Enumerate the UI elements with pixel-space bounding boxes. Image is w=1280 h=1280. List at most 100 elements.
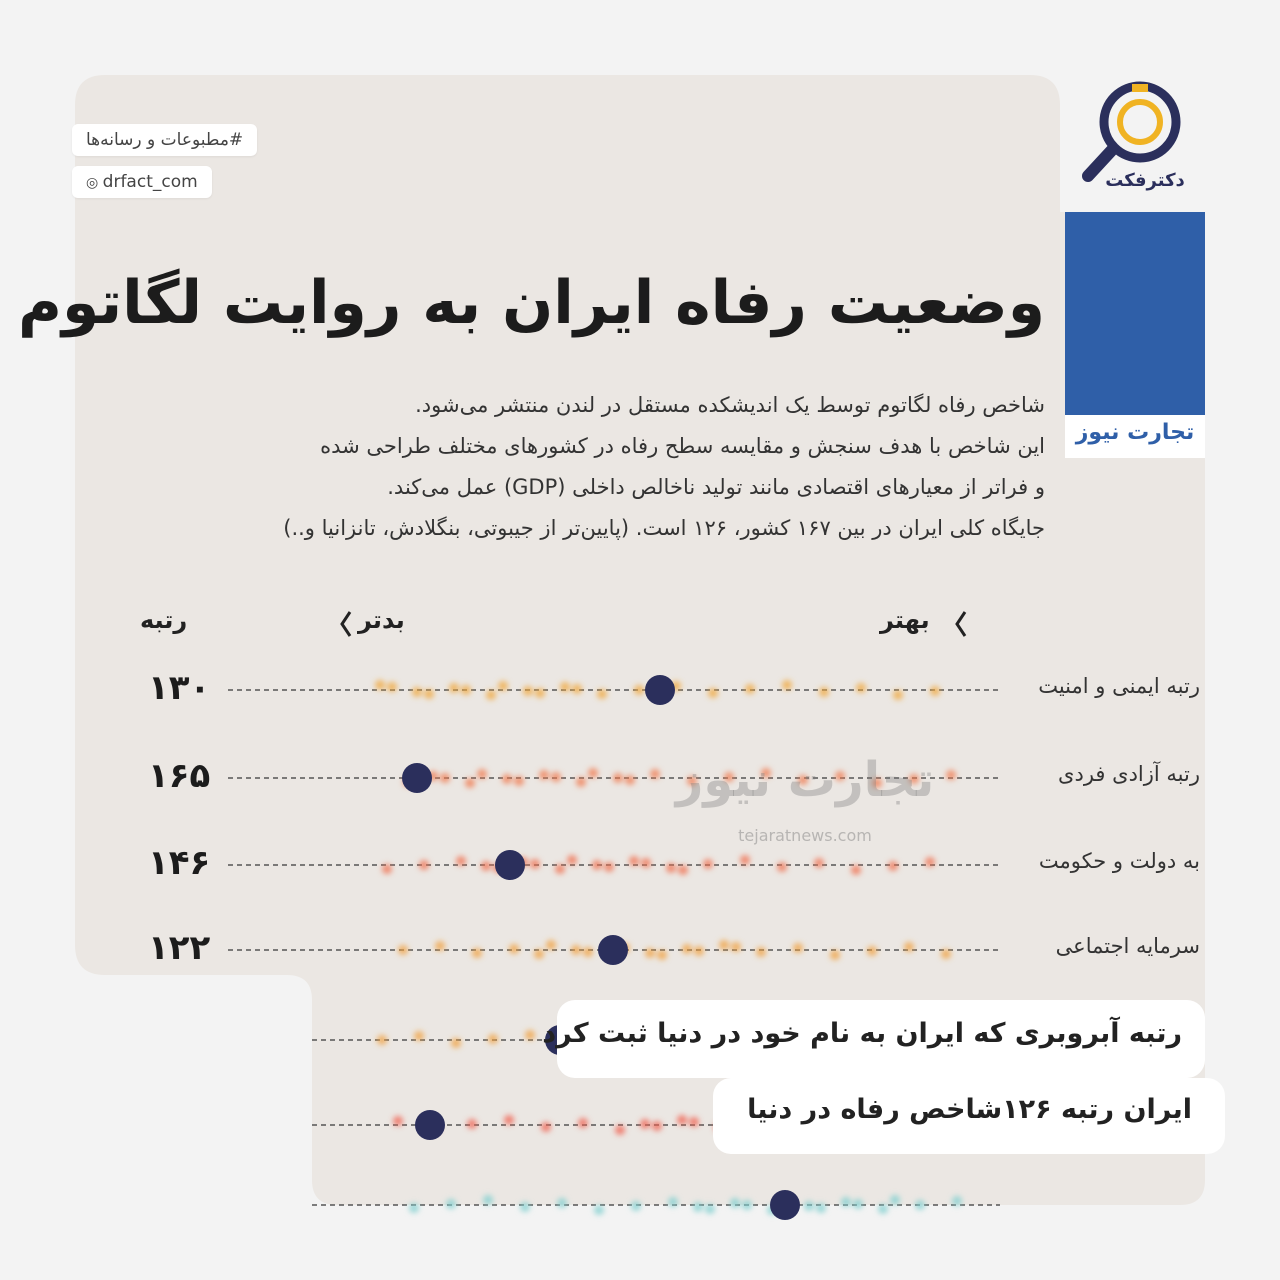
row-rank: ۱۲۲ [148, 928, 211, 968]
watermark-name: تجارت نیوز [675, 752, 935, 808]
blurred-dot [730, 1198, 740, 1208]
blurred-dot [571, 945, 581, 955]
blurred-dot [777, 862, 787, 872]
blurred-dot [872, 778, 882, 788]
blurred-dot [677, 1115, 687, 1125]
blurred-dot [523, 686, 533, 696]
blurred-dot [576, 777, 586, 787]
blurred-dot [393, 1116, 403, 1126]
row-rank: ۱۳۰ [148, 668, 211, 708]
blurred-dot [472, 948, 482, 958]
row-label: به دولت و حکومت [1038, 849, 1200, 873]
blurred-dot [793, 943, 803, 953]
blurred-dot [761, 768, 771, 778]
blurred-dot [694, 946, 704, 956]
title: وضعیت رفاه ایران به روایت لگاتوم [17, 268, 1045, 338]
blurred-dot [756, 947, 766, 957]
caption-line-1: رتبه آبروبری که ایران به نام خود در دنیا… [542, 1018, 1182, 1049]
blurred-dot [641, 858, 651, 868]
handle-text: drfact_com [102, 172, 198, 192]
blurred-dot [461, 685, 471, 695]
blurred-dot [583, 947, 593, 957]
worse-chevron [340, 611, 352, 637]
blurred-dot [930, 686, 940, 696]
blurred-dot [435, 941, 445, 951]
blurred-dot [588, 768, 598, 778]
blurred-dot [535, 688, 545, 698]
row-label: سرمایه اجتماعی [1055, 934, 1200, 958]
blurred-dot [377, 1035, 387, 1045]
blurred-dot [382, 864, 392, 874]
blurred-dot [592, 860, 602, 870]
blurred-dot [941, 949, 951, 959]
blurred-dot [514, 776, 524, 786]
blurred-dot [560, 682, 570, 692]
rank-header: رتبه [140, 606, 188, 634]
blurred-dot [634, 685, 644, 695]
blurred-dot [539, 770, 549, 780]
row-label: رتبه ایمنی و امنیت [1038, 674, 1200, 698]
intro-line: و فراتر از معیارهای اقتصادی مانند تولید … [387, 475, 1045, 499]
logo-name: دکترفکت [1105, 170, 1185, 191]
blurred-dot [502, 774, 512, 784]
blurred-dot [814, 858, 824, 868]
blurred-dot [867, 946, 877, 956]
blurred-dot [465, 778, 475, 788]
blurred-dot [682, 944, 692, 954]
blurred-dot [631, 1201, 641, 1211]
blurred-dot [816, 1203, 826, 1213]
blurred-dot [652, 1121, 662, 1131]
blurred-dot [414, 1031, 424, 1041]
blurred-dot [629, 856, 639, 866]
blurred-dot [456, 856, 466, 866]
row-rank: ۱۶۵ [148, 756, 211, 796]
blurred-dot [557, 1198, 567, 1208]
blurred-dot [645, 948, 655, 958]
iran-dot [645, 675, 675, 705]
iran-dot [402, 763, 432, 793]
blurred-dot [440, 773, 450, 783]
blurred-dot [477, 769, 487, 779]
blurred-dot [856, 683, 866, 693]
blurred-dot [375, 680, 385, 690]
blurred-dots [398, 940, 951, 960]
blurred-dot [740, 855, 750, 865]
blurred-dot [488, 1034, 498, 1044]
blurred-dot [567, 855, 577, 865]
blurred-dot [693, 1202, 703, 1212]
blurred-dot [830, 950, 840, 960]
blurred-dot [525, 1030, 535, 1040]
blurred-dot [625, 775, 635, 785]
intro-line: این شاخص با هدف سنجش و مقایسه سطح رفاه د… [320, 434, 1045, 458]
blurred-dot [668, 1197, 678, 1207]
blurred-dot [640, 1119, 650, 1129]
blurred-dot [546, 940, 556, 950]
blurred-dot [481, 861, 491, 871]
blurred-dot [572, 684, 582, 694]
blurred-dot [541, 1122, 551, 1132]
blurred-dot [925, 857, 935, 867]
blurred-dot [782, 680, 792, 690]
blurred-dot [851, 865, 861, 875]
worse-label: بدتر [358, 606, 405, 634]
row-label: رتبه آزادی فردی [1058, 762, 1200, 786]
blurred-dot [952, 1196, 962, 1206]
blurred-dot [703, 859, 713, 869]
row-rank: ۱۴۶ [148, 843, 211, 883]
blurred-dot [689, 1117, 699, 1127]
blurred-dot [409, 1203, 419, 1213]
blurred-dot [604, 862, 614, 872]
blurred-dot [578, 1118, 588, 1128]
blurred-dot [534, 949, 544, 959]
blurred-dot [678, 865, 688, 875]
blurred-dot [708, 688, 718, 698]
blurred-dot [742, 1200, 752, 1210]
blurred-dot [666, 863, 676, 873]
iran-dot [770, 1190, 800, 1220]
hashtag: #مطبوعات و رسانه‌ها [72, 124, 258, 156]
blurred-dot [387, 682, 397, 692]
blurred-dot [687, 776, 697, 786]
blurred-dot [909, 774, 919, 784]
